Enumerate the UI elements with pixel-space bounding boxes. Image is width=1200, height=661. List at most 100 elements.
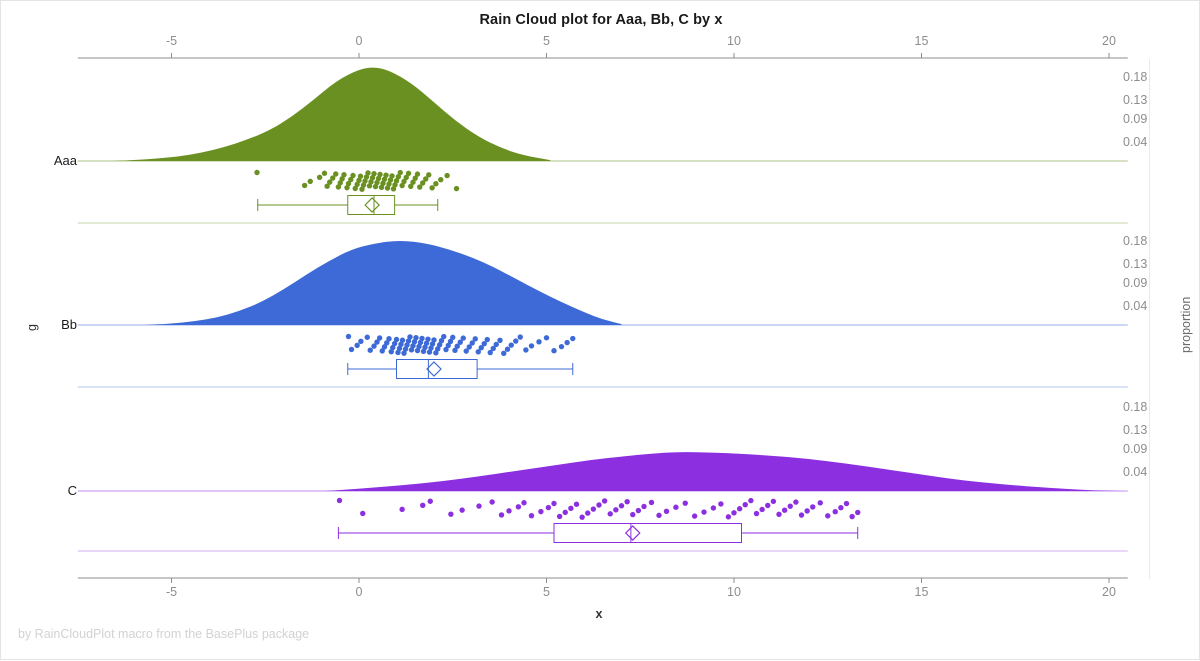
scatter-point [254,169,260,176]
scatter-point [624,498,630,505]
scatter-point [641,503,647,510]
scatter-point [362,178,368,184]
x-axis-tick-label: 0 [355,585,363,599]
scatter-point [793,499,799,505]
proportion-tick-label: 0.09 [1123,441,1148,456]
scatter-point [545,504,552,511]
scatter-point [401,350,407,356]
scatter-point [381,344,388,350]
scatter-point [354,181,360,188]
scatter-point [435,346,441,352]
x-axis-label: x [595,607,603,621]
scatter-point [607,511,613,517]
scatter-point [573,501,580,507]
scatter-point [341,172,347,178]
scatter-point [344,184,350,191]
scatter-point [420,180,426,186]
x-axis-tick-label: 10 [727,34,741,48]
scatter-point [399,337,406,343]
scatter-point [438,176,444,183]
scatter-point [360,182,367,188]
scatter-point [463,348,469,354]
proportion-tick-label: 0.18 [1123,234,1148,249]
scatter-point [618,503,625,509]
mean-diamond-marker [426,361,442,377]
scatter-point [528,343,535,349]
scatter-point [478,345,484,351]
density-cloud-c [325,452,1121,491]
scatter-point [691,513,698,519]
right-axis-divider [1149,59,1150,579]
scatter-point [350,172,356,179]
x-axis-tick-label: -5 [165,34,178,48]
scatter-point [585,510,591,516]
scatter-point [339,176,345,182]
scatter-point [508,342,514,348]
scatter-point [630,511,636,518]
scatter-point [438,337,445,344]
scatter-point [673,504,679,510]
scatter-point [558,343,565,350]
scatter-point [402,346,409,352]
scatter-point [423,176,429,182]
scatter-point [387,177,394,183]
scatter-point [410,179,416,185]
scatter-point [410,343,416,349]
scatter-point [335,184,342,190]
category-label-aaa: Aaa [53,153,77,168]
scatter-point [356,177,362,183]
scatter-point [374,179,380,186]
scatter-point [357,173,364,179]
scatter-point [429,185,435,191]
scatter-point [564,339,570,346]
scatter-point [358,338,364,345]
scatter-point [414,171,421,177]
scatter-point [497,337,503,344]
scatter-point [523,347,529,353]
density-cloud-aaa [111,67,551,161]
scatter-point [472,336,478,342]
scatter-point [411,339,418,345]
scatter-point [375,175,382,182]
scatter-point [417,184,423,190]
scatter-point [345,333,352,340]
scatter-point [367,347,373,353]
scatter-point [369,175,376,181]
scatter-point [364,334,370,340]
scatter-point [498,512,505,518]
scatter-point [753,510,760,517]
x-axis-tick-label: 5 [543,34,550,48]
scatter-point [787,503,793,509]
scatter-point [428,345,434,351]
scatter-point [725,514,732,520]
scatter-point [501,350,507,356]
scatter-point [425,336,431,342]
scatter-point [855,509,861,516]
scatter-point [426,349,433,355]
scatter-point [452,347,458,353]
chart-footer-credit: by RainCloudPlot macro from the BasePlus… [18,627,310,641]
x-axis-tick-label: 20 [1102,585,1116,599]
scatter-point [736,506,743,512]
scatter-point [384,340,390,346]
proportion-axis-label: proportion [1179,296,1193,353]
x-axis-tick-label: -5 [165,585,178,599]
scatter-point [481,340,487,347]
scatter-point [476,503,482,509]
proportion-tick-label: 0.04 [1123,298,1148,313]
scatter-point [448,511,454,517]
scatter-point [301,182,308,189]
scatter-point [396,345,403,352]
scatter-point [381,176,388,182]
scatter-point [832,509,838,515]
scatter-point [397,169,403,176]
scatter-point [457,339,463,345]
scatter-point [556,513,563,520]
scatter-point [817,500,823,506]
scatter-point [365,170,371,176]
scatter-points-aaa [254,169,460,192]
scatter-point [324,183,330,189]
scatter-point [377,171,383,178]
scatter-point [433,181,439,187]
scatter-point [389,173,395,179]
